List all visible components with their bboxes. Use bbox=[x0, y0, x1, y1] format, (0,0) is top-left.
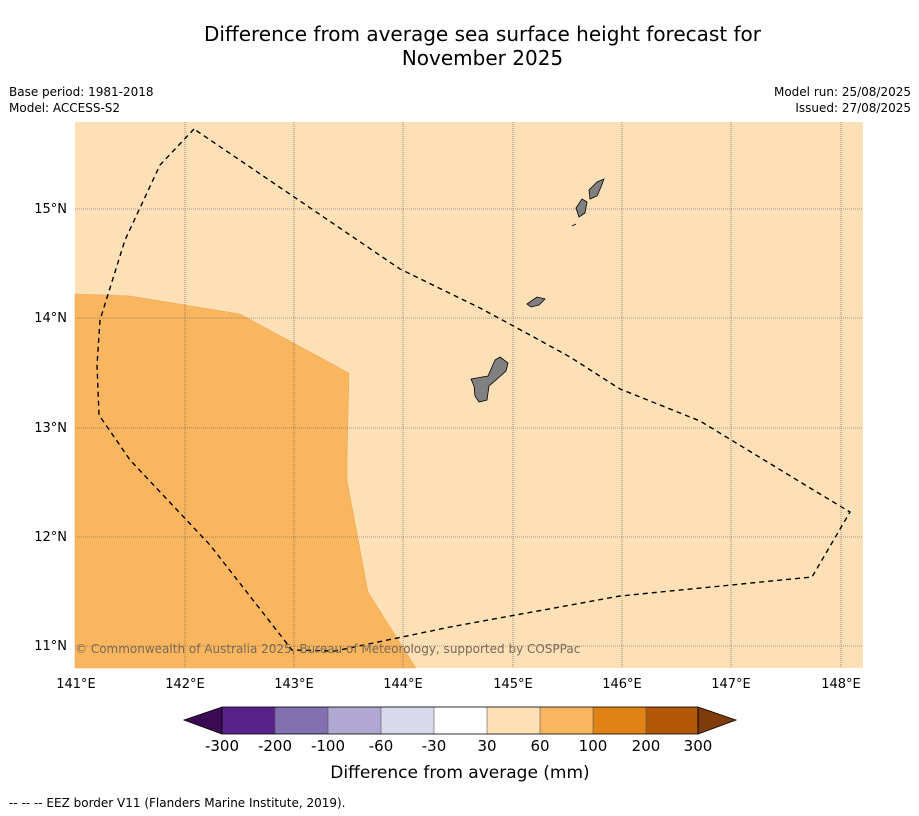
guam-island bbox=[470, 356, 509, 403]
saipan-island bbox=[588, 178, 605, 200]
colorbar-swatch bbox=[540, 707, 593, 734]
map-panel: © Commonwealth of Australia 2025, Bureau… bbox=[74, 122, 863, 669]
lon-label: 148°E bbox=[821, 677, 861, 692]
gridlines bbox=[75, 122, 863, 668]
footnote: -- -- -- EEZ border V11 (Flanders Marine… bbox=[9, 796, 346, 810]
lat-label: 15°N bbox=[34, 202, 67, 217]
rota-island bbox=[526, 296, 546, 308]
colorbar-label: -100 bbox=[311, 737, 345, 755]
lon-labels: 141°E 142°E 143°E 144°E 145°E 146°E 147°… bbox=[56, 677, 861, 692]
colorbar-label: -200 bbox=[258, 737, 292, 755]
colorbar-label: 30 bbox=[477, 737, 496, 755]
colorbar-swatch bbox=[646, 707, 698, 734]
colorbar-label: -300 bbox=[205, 737, 239, 755]
colorbar-swatch bbox=[381, 707, 434, 734]
colorbar-label: -30 bbox=[422, 737, 447, 755]
meta-right: Model run: 25/08/2025 Issued: 27/08/2025 bbox=[774, 84, 911, 116]
colorbar-label: 100 bbox=[579, 737, 608, 755]
lon-label: 146°E bbox=[602, 677, 642, 692]
colorbar-outline bbox=[221, 706, 699, 735]
base-period: Base period: 1981-2018 bbox=[9, 85, 154, 99]
colorbar-label: 200 bbox=[632, 737, 661, 755]
lon-label: 147°E bbox=[711, 677, 751, 692]
colorbar-swatch bbox=[275, 707, 328, 734]
colorbar: -300 -200 -100 -60 -30 30 60 100 200 300… bbox=[182, 706, 738, 783]
colorbar-title: Difference from average (mm) bbox=[330, 763, 589, 783]
lon-label: 142°E bbox=[165, 677, 205, 692]
colorbar-label: -60 bbox=[369, 737, 394, 755]
colorbar-dividers bbox=[274, 707, 647, 734]
tinian-island bbox=[575, 198, 588, 218]
colorbar-swatch bbox=[593, 707, 646, 734]
model-run: Model run: 25/08/2025 bbox=[773, 85, 911, 99]
aguijan-island bbox=[571, 223, 577, 227]
colorbar-label: 300 bbox=[684, 737, 713, 755]
colorbar-swatch bbox=[434, 707, 487, 734]
lat-label: 13°N bbox=[34, 421, 67, 436]
meta-left: Base period: 1981-2018 Model: ACCESS-S2 bbox=[9, 84, 154, 116]
lat-label: 12°N bbox=[34, 530, 67, 545]
colorbar-label: 60 bbox=[530, 737, 549, 755]
lon-label: 145°E bbox=[493, 677, 533, 692]
colorbar-swatch bbox=[328, 707, 381, 734]
land-masses bbox=[470, 178, 605, 403]
lat-label: 14°N bbox=[34, 311, 67, 326]
eez-border bbox=[96, 128, 851, 652]
colorbar-swatch bbox=[222, 707, 275, 734]
map-figure: © Commonwealth of Australia 2025, Bureau… bbox=[34, 122, 863, 783]
lon-label: 141°E bbox=[56, 677, 96, 692]
copyright-text: © Commonwealth of Australia 2025, Bureau… bbox=[75, 642, 580, 656]
lat-labels: 15°N 14°N 13°N 12°N 11°N bbox=[34, 202, 67, 654]
model-name: Model: ACCESS-S2 bbox=[9, 101, 121, 115]
lon-label: 143°E bbox=[274, 677, 314, 692]
lat-label: 11°N bbox=[34, 639, 67, 654]
title-line-2: November 2025 bbox=[401, 46, 564, 70]
title-line-1: Difference from average sea surface heig… bbox=[203, 22, 762, 46]
issued-date: Issued: 27/08/2025 bbox=[795, 101, 911, 115]
colorbar-extend-high bbox=[697, 706, 738, 735]
map-title: Difference from average sea surface heig… bbox=[150, 22, 815, 70]
lon-label: 144°E bbox=[383, 677, 423, 692]
colorbar-extend-low bbox=[182, 706, 223, 735]
colorbar-swatch bbox=[487, 707, 540, 734]
